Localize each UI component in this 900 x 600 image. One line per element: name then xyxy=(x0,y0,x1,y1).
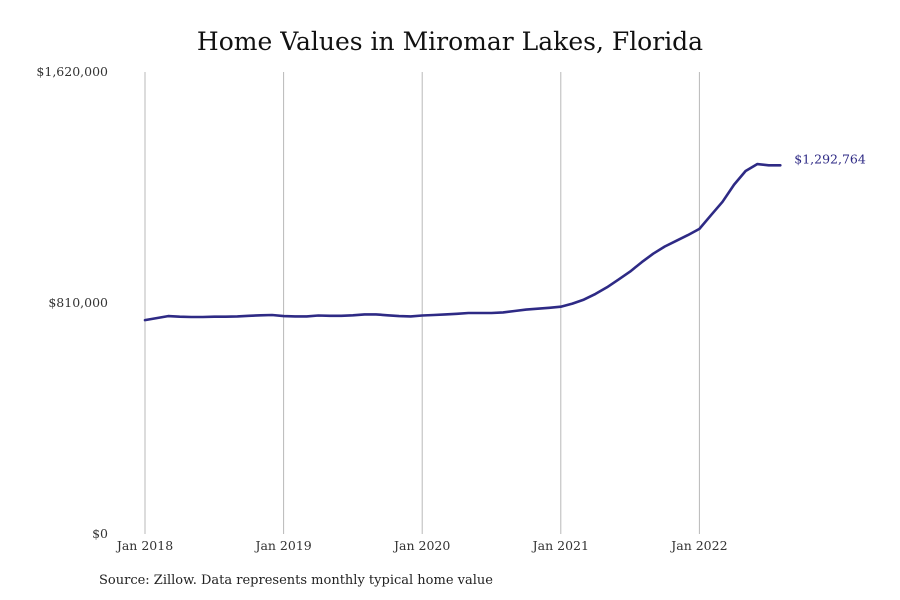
x-tick-label: Jan 2018 xyxy=(115,538,173,553)
y-tick-label: $1,620,000 xyxy=(36,64,108,79)
x-tick-label: Jan 2022 xyxy=(669,538,727,553)
end-value-label: $1,292,764 xyxy=(794,151,866,166)
source-note: Source: Zillow. Data represents monthly … xyxy=(99,573,493,588)
series-line-home-value xyxy=(143,162,782,322)
x-tick-label: Jan 2020 xyxy=(392,538,450,553)
x-tick-label: Jan 2019 xyxy=(253,538,311,553)
gridlines xyxy=(144,72,700,534)
x-axis-ticks: Jan 2018 Jan 2019 Jan 2020 Jan 2021 Jan 2022 xyxy=(115,538,728,553)
y-axis-ticks: $0 $810,000 $1,620,000 xyxy=(36,64,108,541)
y-tick-label: $0 xyxy=(92,526,108,541)
y-tick-label: $810,000 xyxy=(48,295,108,310)
chart-title: Home Values in Miromar Lakes, Florida xyxy=(196,27,704,56)
x-tick-label: Jan 2021 xyxy=(531,538,589,553)
